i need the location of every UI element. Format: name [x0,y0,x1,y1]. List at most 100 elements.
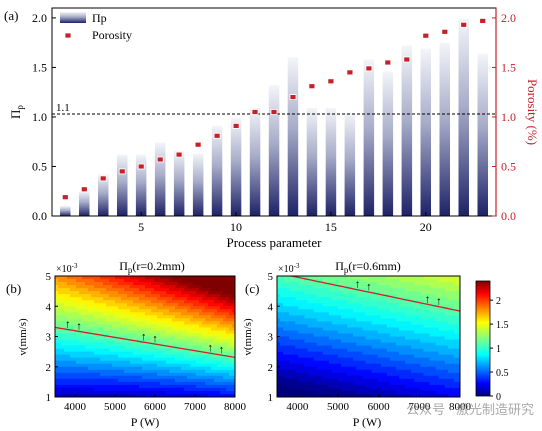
heat-cell [377,282,382,286]
heat-cell [184,285,188,289]
heat-cell [286,360,290,365]
heat-cell [211,387,215,392]
heat-cell [383,300,388,304]
heat-cell [334,339,339,344]
heat-cell [70,291,74,295]
heat-cell [100,285,104,289]
heat-cell [196,318,200,322]
heat-cell [313,333,318,338]
x-tick-label-5: 5 [138,220,144,234]
heat-cell [453,348,458,353]
heat-cell [359,360,363,365]
heat-cell [64,306,68,310]
heat-cell [338,363,342,368]
heat-cell [447,327,452,332]
heat-cell [307,327,312,332]
heat-cell [88,360,92,365]
heat-cell [435,327,440,332]
heat-cell [450,384,455,389]
heat-cell [163,324,167,329]
heat-cell [61,348,65,353]
heat-cell [139,282,143,286]
heat-cell [196,384,200,389]
heat-cell [160,285,164,289]
heat-cell [103,330,107,335]
heat-cell [301,375,306,380]
heat-cell [310,357,315,362]
heat-cell [214,309,218,313]
heat-cell [61,303,65,307]
heat-cell [85,327,89,332]
heat-cell [304,315,309,319]
heat-cell [79,357,83,362]
heat-cell [441,324,446,329]
heat-cell [374,387,379,392]
heat-cell [205,387,209,392]
heat-cell [91,321,95,326]
heat-cell [193,300,197,304]
heat-cell [334,327,339,332]
heat-cell [429,363,434,368]
heat-cell [374,282,379,286]
heat-cell [190,327,194,332]
heat-cell [362,333,367,338]
heat-cell [368,312,373,316]
heat-cell [139,387,143,392]
heat-cell [94,282,98,286]
heat-cell [395,357,400,362]
heat-cell [277,300,281,304]
x-axis-label-c: P (W) [353,415,382,429]
heat-cell [163,354,167,359]
heat-cell [55,336,59,341]
heat-cell [365,315,370,319]
heat-cell [411,303,415,307]
heat-cell [334,330,339,335]
heat-cell [58,372,62,377]
heat-cell [444,339,449,344]
heat-cell [456,354,460,359]
heat-cell [456,327,460,332]
heat-cell [377,312,382,316]
heat-cell [217,288,221,292]
heat-cell [97,300,101,304]
heat-cell [127,318,131,322]
heat-cell [423,330,428,335]
heat-cell [226,369,230,374]
heat-cell [438,300,443,304]
heat-cell [405,366,409,371]
heat-cell [169,336,173,341]
heat-cell [322,315,327,319]
heat-cell [338,345,342,350]
heat-cell [438,306,443,310]
heat-cell [392,369,397,374]
heat-cell [223,330,227,335]
heat-cell [389,288,394,292]
heat-cell [205,366,209,371]
heat-cell [350,333,354,338]
heat-cell [211,309,215,313]
heat-cell [456,378,460,383]
heat-cell [196,309,200,313]
heat-cell [347,315,351,319]
heat-cell [313,348,318,353]
heat-cell [408,282,412,286]
heat-cell [55,282,59,286]
heat-cell [211,321,215,326]
y-left-tick-label-0.0: 0.0 [32,209,47,223]
heat-cell [328,348,333,353]
heat-cell [456,339,460,344]
heat-cell [450,336,455,341]
heat-cell [310,378,315,383]
heat-cell [277,348,281,353]
heat-cell [64,294,68,298]
heat-cell [331,333,336,338]
heat-cell [334,357,339,362]
heat-cell [432,306,437,310]
heat-cell [130,279,134,283]
heat-cell [322,345,327,350]
heat-cell [295,348,299,353]
heat-cell [88,276,92,280]
heat-cell [232,285,235,289]
heat-cell [172,357,176,362]
heat-cell [136,378,140,383]
